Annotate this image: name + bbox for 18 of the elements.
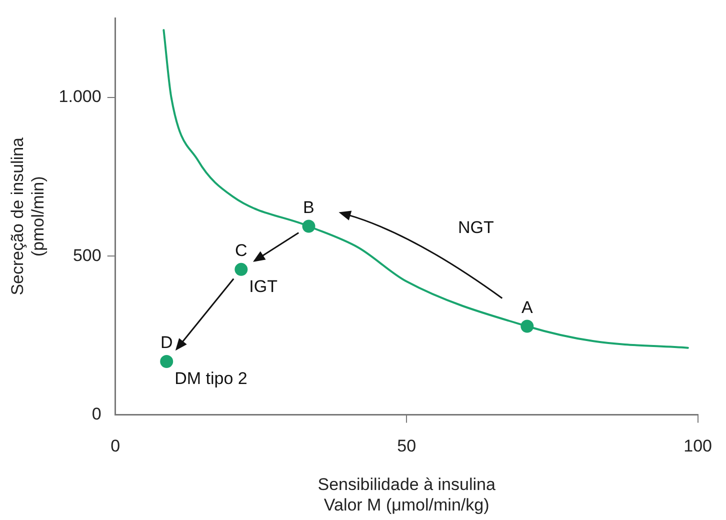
annotation: A xyxy=(521,298,534,317)
point xyxy=(234,262,248,276)
annotation: D xyxy=(160,333,173,352)
y-tick-label: 1.000 xyxy=(58,87,102,106)
y-tick-label: 0 xyxy=(92,404,102,424)
annotation: NGT xyxy=(458,218,494,237)
x-tick-label: 100 xyxy=(684,436,712,456)
y-tick-label: 500 xyxy=(72,246,102,265)
annotation: B xyxy=(303,198,314,217)
annotation: IGT xyxy=(249,277,278,296)
point xyxy=(160,354,174,368)
y-axis-title: Secreção de insulina (pmol/min) xyxy=(8,136,48,296)
line-series xyxy=(162,29,689,349)
x-tick-label: 50 xyxy=(397,436,416,456)
x-axis-title: Sensibilidade à insulina Valor M (μmol/min/kg) xyxy=(318,475,496,514)
annotation: DM tipo 2 xyxy=(174,369,248,388)
x-tick-label: 0 xyxy=(110,436,120,456)
annotation: C xyxy=(235,241,248,260)
